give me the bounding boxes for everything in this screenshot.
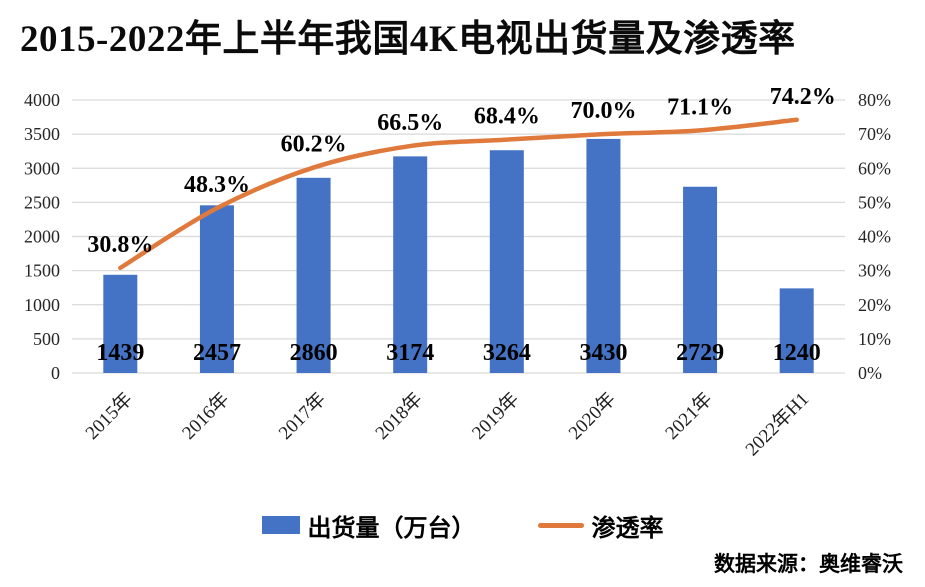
right-axis-tick: 70% [858,124,891,144]
bar-value-label: 3264 [483,340,531,366]
shipment-bar [683,186,718,373]
left-axis-tick: 2500 [24,192,60,212]
penetration-value-label: 74.2% [770,84,836,110]
right-axis-tick: 60% [858,158,891,178]
legend: 出货量（万台） 渗透率 [0,508,925,542]
penetration-value-label: 48.3% [184,172,250,198]
left-axis-tick: 3500 [24,124,60,144]
x-axis-label: 2015年 [81,388,137,444]
right-axis-tick: 10% [858,329,891,349]
right-axis-tick: 20% [858,295,891,315]
bar-value-label: 2860 [290,340,338,366]
x-axis-label: 2018年 [371,388,427,444]
penetration-value-label: 60.2% [281,132,347,158]
penetration-value-label: 68.4% [474,104,540,130]
bar-value-label: 3174 [386,340,434,366]
right-axis-tick: 0% [858,363,882,383]
right-axis-tick: 50% [858,192,891,212]
shipments-legend-swatch-icon [261,516,300,534]
bar-value-label: 2729 [676,340,724,366]
left-axis-tick: 4000 [24,90,60,110]
penetration-value-label: 71.1% [667,94,733,120]
chart-canvas: 0 500 1000 1500 2000 2500 3000 3500 4000 0% 10% 20%… [24,84,891,460]
bar-value-label: 1439 [96,340,144,366]
x-axis-label: 2019年 [467,388,523,444]
x-axis-label: 2021年 [661,388,717,444]
shipment-bar [393,156,428,373]
bar-value-label: 2457 [193,340,241,366]
bar-value-label: 3430 [579,340,627,366]
legend-item-shipments: 出货量（万台） [261,508,476,543]
bar-value-label: 1240 [773,340,821,366]
right-axis-tick: 80% [858,90,891,110]
left-axis-tick: 2000 [24,227,60,247]
left-axis-tick: 3000 [24,158,60,178]
legend-item-penetration: 渗透率 [537,508,664,543]
penetration-value-label: 30.8% [87,232,153,258]
data-source: 数据来源：奥维睿沃 [714,552,903,576]
legend-label-shipments: 出货量（万台） [307,515,476,542]
shipment-bar [779,288,814,373]
penetration-value-label: 66.5% [377,110,443,136]
chart-title: 2015-2022年上半年我国4K电视出货量及渗透率 [20,19,796,60]
left-axis-tick: 500 [33,329,60,349]
shipment-bar [296,177,331,373]
shipment-bar [586,138,621,373]
left-axis-tick: 1500 [24,261,60,281]
shipment-bar [199,205,234,373]
penetration-line [118,117,799,271]
x-axis-label: 2022年H1 [741,388,813,460]
left-axis-tick: 0 [51,363,60,383]
legend-label-penetration: 渗透率 [591,515,664,542]
shipment-bar [103,274,138,373]
shipment-bar [489,150,524,373]
right-axis-tick: 30% [858,261,891,281]
penetration-value-label: 70.0% [570,98,636,124]
penetration-legend-swatch-icon [537,522,584,528]
x-axis-label: 2020年 [564,388,620,444]
x-axis-label: 2016年 [178,388,234,444]
right-axis-tick: 40% [858,227,891,247]
left-axis-tick: 1000 [24,295,60,315]
x-axis-label: 2017年 [274,388,330,444]
